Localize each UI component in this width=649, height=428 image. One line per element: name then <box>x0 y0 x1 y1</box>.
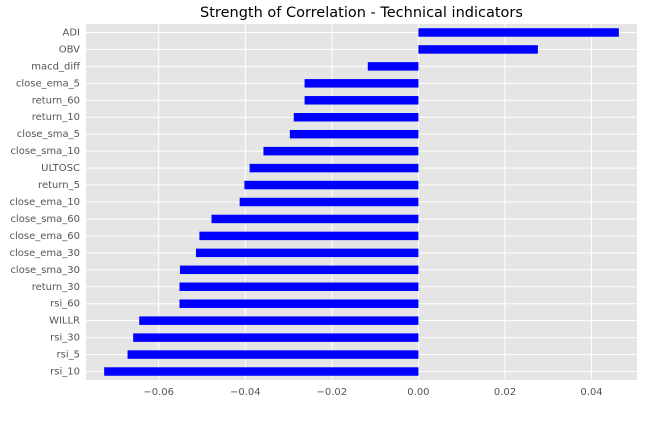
y-tick-label: close_sma_5 <box>17 129 80 140</box>
bar-rsi-30 <box>133 333 419 342</box>
bar-return-30 <box>179 282 419 291</box>
y-tick-label: macd_diff <box>31 61 81 72</box>
y-tick-label: return_5 <box>38 180 80 191</box>
bar-rsi-10 <box>104 367 419 376</box>
x-tick-label: −0.02 <box>317 387 348 398</box>
bar-rsi-5 <box>127 350 419 359</box>
bar-macd-diff <box>367 62 419 71</box>
bar-return-60 <box>304 96 419 105</box>
x-tick-label: −0.06 <box>143 387 174 398</box>
bar-adi <box>418 28 619 37</box>
chart-title: Strength of Correlation - Technical indi… <box>200 5 523 21</box>
bar-return-5 <box>244 180 419 190</box>
bar-close-sma-5 <box>289 129 419 139</box>
y-tick-label: rsi_60 <box>50 299 80 310</box>
y-tick-label: close_ema_5 <box>16 78 80 89</box>
bar-close-ema-10 <box>239 197 419 207</box>
y-tick-labels: ADI OBV macd_diff close_ema_5 return_60retur… <box>9 27 81 377</box>
bar-willr <box>139 316 419 325</box>
bar-close-ema-30 <box>195 248 419 258</box>
y-tick-label: close_ema_60 <box>9 231 80 242</box>
y-tick-label: return_10 <box>32 112 80 123</box>
bar-close-sma-10 <box>263 146 419 156</box>
bar-return-10 <box>293 113 419 122</box>
y-tick-label: close_ema_30 <box>9 248 80 259</box>
bars <box>104 28 619 376</box>
x-tick-label: 0.02 <box>494 387 516 398</box>
y-tick-label: rsi_30 <box>50 333 80 344</box>
bar-obv <box>418 45 538 54</box>
y-tick-label: OBV <box>59 44 80 55</box>
x-tick-labels: −0.06 −0.04 −0.02 0.00 0.02 0.04 <box>143 387 602 398</box>
y-tick-label: close_sma_10 <box>10 146 80 157</box>
y-tick-label: close_sma_30 <box>10 265 80 276</box>
y-tick-label: return_60 <box>32 95 80 106</box>
y-tick-label: rsi_5 <box>57 350 80 361</box>
y-tick-label: WILLR <box>49 316 80 327</box>
y-tick-label: rsi_10 <box>50 367 80 378</box>
y-tick-label: close_ema_10 <box>9 197 80 208</box>
y-tick-label: ULTOSC <box>41 163 80 174</box>
bar-rsi-60 <box>179 299 419 308</box>
x-tick-label: −0.04 <box>230 387 261 398</box>
y-tick-label: return_30 <box>32 282 80 293</box>
bar-close-sma-30 <box>179 265 419 275</box>
bar-close-ema-60 <box>199 231 419 241</box>
bar-ultosc <box>249 163 419 173</box>
x-tick-label: 0.00 <box>407 387 429 398</box>
bar-close-sma-60 <box>211 214 419 224</box>
x-tick-label: 0.04 <box>580 387 602 398</box>
y-tick-label: close_sma_60 <box>10 214 80 225</box>
y-tick-label: ADI <box>63 27 81 38</box>
bar-close-ema-5 <box>304 79 419 88</box>
